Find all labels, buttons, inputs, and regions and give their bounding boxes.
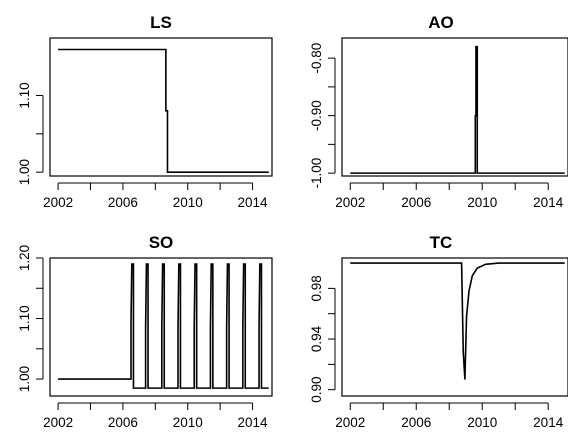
ls-series-line [58, 48, 269, 173]
tc-x-tick-label: 2010 [467, 415, 497, 430]
so-x-tick-label: 2014 [238, 415, 269, 430]
tc-y-tick-label: 0.90 [309, 377, 324, 403]
ao-x-tick-label: 2014 [533, 195, 564, 210]
ao-x-tick-label: 2006 [401, 195, 431, 210]
tc-title: TC [430, 233, 453, 252]
ao-y-tick-label: -1.00 [309, 158, 324, 189]
panel-so: SO 2002 2006 2010 2014 1.00 1.10 1.20 [17, 233, 273, 430]
ls-x-tick-label: 2006 [108, 195, 138, 210]
ao-title: AO [428, 13, 454, 32]
panel-tc: TC 2002 2006 2010 2014 0.90 0.94 0.98 [309, 233, 568, 430]
tc-y-tick-label: 0.98 [309, 275, 324, 301]
ao-series-line [350, 45, 565, 174]
ls-y-tick-label: 1.00 [17, 159, 32, 185]
so-y-tick-label: 1.20 [17, 245, 32, 271]
ao-y-tick-label: -0.80 [309, 43, 324, 74]
tc-plot-frame [341, 257, 568, 397]
ao-plot-frame [341, 37, 568, 177]
ls-x-tick-label: 2010 [173, 195, 203, 210]
tc-x-tick-label: 2002 [335, 415, 365, 430]
tc-series-line [350, 262, 565, 380]
ls-plot-frame [49, 37, 273, 177]
so-title: SO [149, 233, 174, 252]
so-plot-frame [49, 257, 273, 397]
tc-x-tick-label: 2014 [533, 415, 564, 430]
so-y-tick-label: 1.10 [17, 305, 32, 331]
ls-y-tick-label: 1.10 [17, 82, 32, 108]
panel-ao: AO 2002 2006 2010 2014 -1.00 -0.90 -0.80 [309, 13, 568, 210]
panel-ls: LS 2002 2006 2010 2014 1.00 1.10 [17, 13, 273, 210]
tc-y-tick-label: 0.94 [309, 325, 324, 352]
so-y-tick-label: 1.00 [17, 366, 32, 392]
ls-x-tick-label: 2002 [43, 195, 73, 210]
ao-x-tick-label: 2010 [467, 195, 497, 210]
ao-x-tick-label: 2002 [335, 195, 365, 210]
tc-x-tick-label: 2006 [401, 415, 431, 430]
so-x-tick-label: 2002 [43, 415, 73, 430]
ao-y-tick-label: -0.90 [309, 100, 324, 131]
so-x-tick-label: 2010 [173, 415, 203, 430]
so-x-tick-label: 2006 [108, 415, 138, 430]
so-series-line [58, 263, 269, 389]
ls-x-tick-label: 2014 [238, 195, 269, 210]
ls-title: LS [150, 13, 172, 32]
